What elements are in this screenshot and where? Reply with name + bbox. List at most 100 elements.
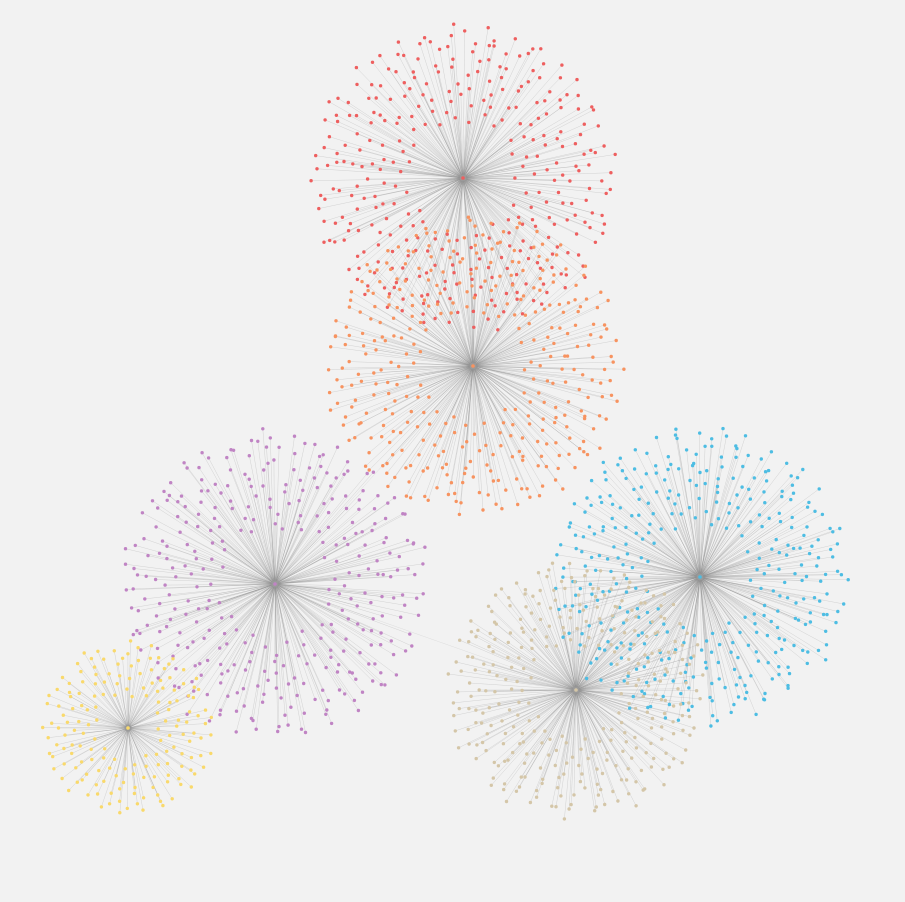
leaf-node: [478, 60, 481, 63]
leaf-node: [537, 191, 540, 194]
leaf-node: [720, 455, 723, 458]
leaf-node: [410, 410, 413, 413]
leaf-node: [392, 334, 395, 337]
leaf-node: [507, 218, 510, 221]
leaf-node: [625, 590, 628, 593]
leaf-node: [482, 662, 485, 665]
leaf-node: [351, 521, 354, 524]
leaf-node: [450, 34, 453, 37]
leaf-node: [591, 587, 594, 590]
leaf-node: [582, 440, 585, 443]
leaf-node: [711, 714, 714, 717]
leaf-node: [727, 621, 730, 624]
leaf-node: [113, 694, 116, 697]
leaf-node: [548, 738, 551, 741]
leaf-node: [680, 512, 683, 515]
leaf-node: [363, 591, 366, 594]
leaf-node: [694, 516, 697, 519]
leaf-node: [592, 108, 595, 111]
leaf-node: [645, 472, 648, 475]
leaf-node: [478, 491, 481, 494]
leaf-node: [531, 595, 534, 598]
leaf-node: [725, 434, 728, 437]
leaf-node: [566, 354, 569, 357]
leaf-node: [346, 469, 349, 472]
leaf-node: [532, 138, 535, 141]
leaf-node: [506, 302, 509, 305]
leaf-node: [438, 123, 441, 126]
leaf-node: [559, 130, 562, 133]
leaf-node: [497, 315, 500, 318]
leaf-node: [275, 686, 278, 689]
leaf-node: [698, 697, 701, 700]
leaf-node: [570, 576, 573, 579]
leaf-node: [582, 608, 585, 611]
leaf-node: [426, 293, 429, 296]
leaf-node: [555, 749, 558, 752]
leaf-node: [603, 471, 606, 474]
leaf-node: [584, 737, 587, 740]
leaf-node: [69, 695, 72, 698]
leaf-node: [831, 555, 834, 558]
leaf-node: [461, 445, 464, 448]
leaf-node: [569, 521, 572, 524]
leaf-node: [453, 492, 456, 495]
leaf-node: [520, 689, 523, 692]
leaf-node: [493, 761, 496, 764]
leaf-node: [542, 62, 545, 65]
leaf-node: [488, 706, 491, 709]
leaf-node: [177, 686, 180, 689]
leaf-node: [551, 562, 554, 565]
leaf-node: [532, 751, 535, 754]
leaf-node: [500, 507, 503, 510]
leaf-node: [465, 305, 468, 308]
leaf-node: [168, 701, 171, 704]
leaf-node: [78, 692, 81, 695]
leaf-node: [145, 575, 148, 578]
leaf-node: [725, 527, 728, 530]
leaf-node: [158, 630, 161, 633]
leaf-node: [370, 643, 373, 646]
leaf-node: [573, 580, 576, 583]
leaf-node: [591, 356, 594, 359]
leaf-node: [587, 344, 590, 347]
leaf-node: [760, 457, 763, 460]
leaf-node: [469, 460, 472, 463]
leaf-node: [654, 693, 657, 696]
leaf-node: [176, 500, 179, 503]
leaf-node: [192, 731, 195, 734]
leaf-node: [666, 630, 669, 633]
leaf-node: [521, 459, 524, 462]
leaf-node: [695, 484, 698, 487]
leaf-node: [373, 507, 376, 510]
leaf-node: [561, 173, 564, 176]
leaf-node: [540, 455, 543, 458]
leaf-node: [530, 647, 533, 650]
leaf-node: [350, 405, 353, 408]
leaf-node: [825, 643, 828, 646]
leaf-node: [804, 623, 807, 626]
leaf-node: [79, 670, 82, 673]
leaf-node: [539, 47, 542, 50]
leaf-node: [507, 641, 510, 644]
leaf-node: [388, 551, 391, 554]
leaf-node: [786, 687, 789, 690]
leaf-node: [598, 617, 601, 620]
leaf-node: [645, 589, 648, 592]
leaf-node: [834, 621, 837, 624]
leaf-node: [470, 284, 473, 287]
leaf-node: [360, 280, 363, 283]
leaf-node: [394, 184, 397, 187]
leaf-node: [247, 505, 250, 508]
leaf-node: [810, 545, 813, 548]
leaf-node: [626, 682, 629, 685]
leaf-node: [580, 409, 583, 412]
leaf-node: [185, 466, 188, 469]
leaf-node: [610, 728, 613, 731]
leaf-node: [475, 267, 478, 270]
leaf-node: [541, 484, 544, 487]
leaf-node: [480, 721, 483, 724]
leaf-node: [578, 447, 581, 450]
leaf-node: [642, 788, 645, 791]
leaf-node: [684, 748, 687, 751]
